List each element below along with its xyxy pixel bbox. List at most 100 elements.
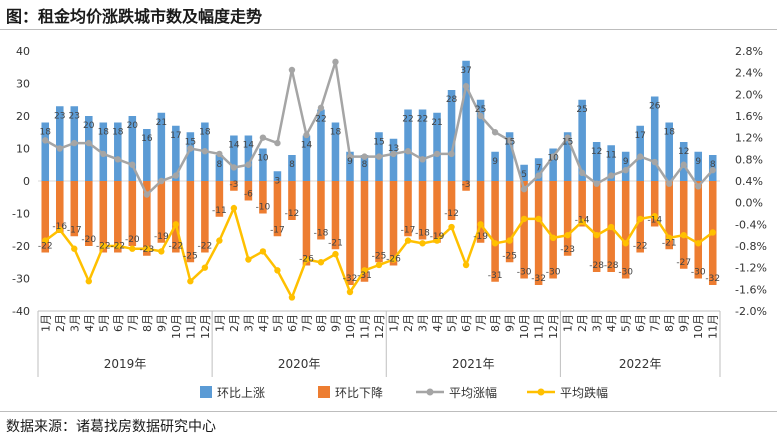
bar-rise	[520, 164, 528, 181]
bar-rise	[114, 122, 122, 181]
point-avg-rise	[666, 180, 673, 187]
left-tick-label: 40	[16, 45, 30, 58]
bar-fall	[404, 181, 412, 237]
x-tick-label: 5月	[97, 314, 110, 332]
point-avg-fall	[317, 259, 325, 266]
label-fall: -25	[502, 251, 517, 261]
bar-fall	[650, 181, 659, 227]
point-avg-rise	[535, 172, 542, 179]
point-avg-fall	[288, 294, 296, 301]
x-tick-label: 5月	[446, 314, 459, 332]
point-avg-fall	[143, 245, 151, 252]
bar-fall	[592, 181, 601, 272]
left-tick-label: -20	[12, 240, 30, 253]
right-tick-label: 2.8%	[735, 45, 763, 58]
label-fall: -26	[299, 255, 314, 265]
bar-rise	[346, 151, 354, 181]
bar-rise	[230, 135, 238, 181]
bar-fall	[244, 181, 253, 201]
label-rise: 11	[605, 150, 616, 160]
point-avg-fall	[666, 234, 673, 242]
label-fall: -28	[604, 261, 619, 271]
bar-fall	[389, 181, 398, 266]
label-rise: 17	[634, 131, 645, 141]
label-rise: 18	[112, 128, 124, 138]
bar-fall	[317, 181, 325, 240]
point-avg-fall	[274, 267, 281, 274]
label-fall: -22	[96, 242, 111, 252]
right-tick-label: 0.0%	[735, 197, 763, 210]
point-avg-fall	[549, 234, 557, 242]
label-rise: 21	[156, 118, 167, 128]
point-avg-fall	[535, 215, 542, 223]
label-fall: -6	[244, 190, 253, 200]
x-tick-label: 8月	[489, 314, 502, 332]
right-tick-label: 0.8%	[735, 153, 763, 166]
point-avg-fall	[404, 237, 412, 244]
point-avg-fall	[129, 245, 136, 252]
bar-fall	[360, 181, 369, 282]
bar-fall	[679, 181, 688, 269]
bar-rise	[549, 148, 557, 181]
bar-fall	[85, 181, 93, 246]
point-avg-rise	[259, 134, 267, 141]
bar-rise	[462, 60, 470, 181]
bar-fall	[70, 181, 79, 237]
label-rise: 10	[547, 154, 559, 164]
point-avg-fall	[114, 242, 122, 250]
bar-rise	[244, 135, 253, 181]
bar-rise	[360, 155, 369, 181]
label-rise: 25	[475, 105, 486, 115]
point-avg-fall	[42, 237, 49, 244]
bar-fall	[665, 181, 673, 250]
bar-fall	[476, 181, 485, 243]
point-avg-fall	[201, 264, 209, 271]
bar-rise	[505, 132, 514, 181]
bar-fall	[215, 181, 224, 217]
point-avg-rise	[491, 129, 499, 136]
x-tick-label: 2月	[576, 314, 589, 332]
label-fall: -22	[110, 242, 125, 252]
year-label: 2022年	[619, 357, 662, 371]
point-avg-rise	[607, 172, 615, 179]
point-avg-rise	[390, 150, 397, 158]
bar-rise	[694, 151, 703, 181]
label-rise: 20	[127, 121, 139, 131]
label-fall: -32	[531, 274, 546, 284]
label-fall: -19	[430, 232, 445, 242]
label-rise: 12	[591, 147, 602, 157]
bar-rise	[607, 145, 615, 181]
label-fall: -30	[546, 268, 561, 278]
label-rise: 15	[562, 137, 573, 147]
point-avg-fall	[593, 231, 600, 239]
bar-fall	[505, 181, 514, 263]
bar-rise	[418, 109, 427, 181]
bar-rise	[215, 155, 224, 181]
label-fall: -25	[372, 251, 387, 261]
point-avg-fall	[622, 240, 629, 247]
right-tick-label: -1.2%	[735, 262, 767, 275]
label-fall: -11	[212, 206, 227, 216]
bar-fall	[259, 181, 267, 214]
label-rise: 14	[228, 141, 240, 151]
point-avg-rise	[477, 112, 484, 120]
point-avg-rise	[709, 166, 716, 174]
label-fall: -18	[314, 229, 329, 239]
point-avg-fall	[578, 218, 586, 225]
point-avg-fall	[56, 226, 63, 233]
point-avg-fall	[520, 215, 528, 223]
label-fall: -27	[676, 258, 691, 268]
label-fall: -21	[328, 238, 343, 248]
x-tick-label: 7月	[300, 314, 313, 332]
x-tick-label: 3月	[68, 314, 81, 332]
label-fall: -17	[67, 225, 82, 235]
bar-rise	[41, 122, 50, 181]
label-rise: 8	[362, 160, 368, 170]
point-avg-rise	[404, 148, 412, 155]
label-fall: -19	[154, 232, 169, 242]
x-tick-label: 1月	[39, 314, 52, 332]
label-rise: 7	[536, 163, 542, 173]
x-tick-label: 1月	[562, 314, 575, 332]
label-fall: -18	[415, 229, 430, 239]
bar-fall	[331, 181, 340, 250]
